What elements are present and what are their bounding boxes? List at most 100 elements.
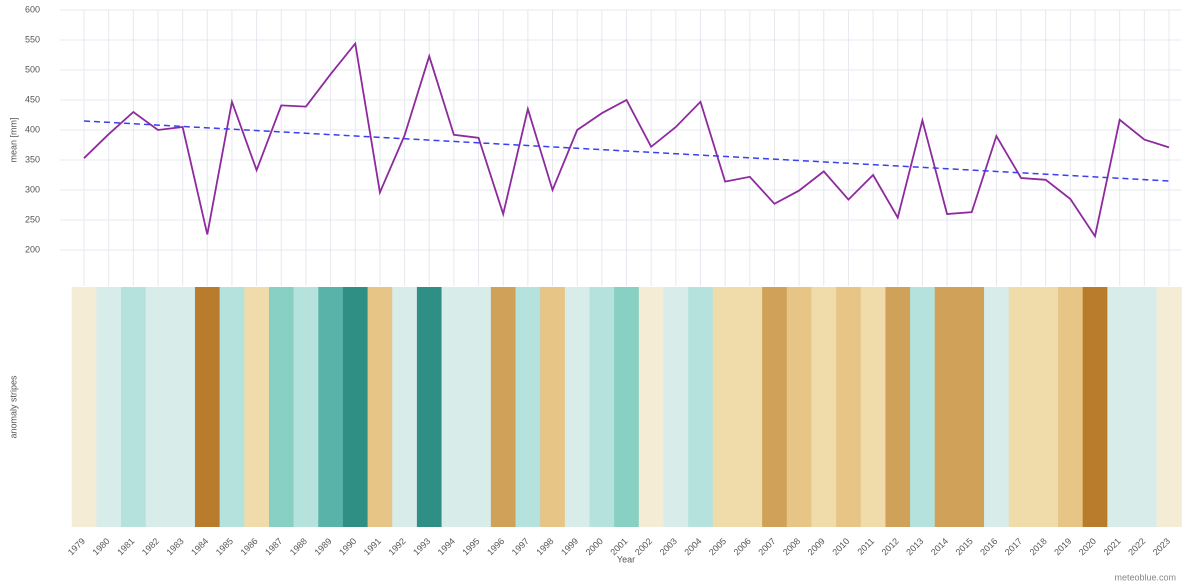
x-tick-label: 2017: [1003, 536, 1024, 557]
anomaly-stripe: [688, 287, 714, 527]
anomaly-stripe: [1132, 287, 1158, 527]
x-tick-label: 2022: [1126, 536, 1147, 557]
anomaly-stripe: [589, 287, 615, 527]
data-line: [83, 41, 1170, 239]
x-tick-label: 2018: [1028, 536, 1049, 557]
anomaly-stripe: [441, 287, 467, 527]
x-axis-label: Year: [617, 554, 635, 564]
x-tick-label: 1989: [312, 536, 333, 557]
x-tick-label: 1997: [510, 536, 531, 557]
x-tick-label: 2007: [756, 536, 777, 557]
x-tick-label: 2004: [682, 536, 703, 557]
anomaly-stripe: [811, 287, 837, 527]
x-tick-label: 2020: [1077, 536, 1098, 557]
anomaly-stripe: [293, 287, 319, 527]
stripes-label: anomaly stripes: [8, 375, 18, 439]
anomaly-stripe: [170, 287, 196, 527]
y-tick-label: 250: [25, 214, 40, 224]
anomaly-stripe: [762, 287, 788, 527]
y-tick-label: 500: [25, 64, 40, 74]
anomaly-stripe: [392, 287, 418, 527]
anomaly-stripe: [638, 287, 664, 527]
x-tick-label: 2012: [880, 536, 901, 557]
anomaly-stripe: [786, 287, 812, 527]
anomaly-stripe: [614, 287, 640, 527]
anomaly-stripe: [1082, 287, 1108, 527]
anomaly-stripe: [515, 287, 541, 527]
anomaly-stripe: [1107, 287, 1133, 527]
trend-line: [83, 120, 1170, 182]
x-tick-label: 2014: [929, 536, 950, 557]
anomaly-stripe: [934, 287, 960, 527]
x-tick-label: 2015: [954, 536, 975, 557]
anomaly-stripe: [959, 287, 985, 527]
x-tick-label: 1986: [238, 536, 259, 557]
x-tick-label: 2023: [1151, 536, 1172, 557]
anomaly-stripe: [910, 287, 936, 527]
anomaly-stripe: [1033, 287, 1059, 527]
x-tick-label: 1993: [411, 536, 432, 557]
x-tick-label: 1984: [189, 536, 210, 557]
anomaly-stripe: [860, 287, 886, 527]
x-tick-label: 2003: [658, 536, 679, 557]
x-tick-label: 1996: [485, 536, 506, 557]
anomaly-stripe: [540, 287, 566, 527]
anomaly-stripe: [663, 287, 689, 527]
x-tick-label: 1980: [91, 536, 112, 557]
x-tick-label: 2016: [978, 536, 999, 557]
anomaly-stripe: [836, 287, 862, 527]
x-tick-label: 2009: [806, 536, 827, 557]
x-tick-label: 2013: [904, 536, 925, 557]
y-axis-label: mean [mm]: [8, 117, 18, 162]
anomaly-stripe: [120, 287, 147, 527]
anomaly-stripe: [885, 287, 911, 527]
y-tick-label: 200: [25, 244, 40, 254]
credit: meteoblue.com: [1114, 572, 1176, 582]
anomaly-stripe: [490, 287, 517, 527]
x-tick-label: 2019: [1052, 536, 1073, 557]
x-tick-label: 1981: [115, 536, 136, 557]
anomaly-stripe: [712, 287, 738, 527]
anomaly-stripe: [466, 287, 492, 527]
anomaly-stripe: [1058, 287, 1084, 527]
anomaly-stripe: [219, 287, 245, 527]
anomaly-stripe: [416, 287, 443, 527]
anomaly-stripe: [1156, 287, 1182, 527]
anomaly-stripe: [367, 287, 393, 527]
anomaly-stripe: [318, 287, 344, 527]
x-tick-label: 2011: [855, 536, 876, 557]
x-tick-label: 1994: [436, 536, 457, 557]
anomaly-stripe: [244, 287, 270, 527]
y-tick-label: 450: [25, 94, 40, 104]
y-tick-label: 300: [25, 184, 40, 194]
x-tick-label: 2021: [1102, 536, 1123, 557]
anomaly-stripe: [564, 287, 591, 527]
x-tick-label: 1987: [263, 536, 284, 557]
x-tick-label: 1985: [214, 536, 235, 557]
x-tick-label: 1999: [559, 536, 580, 557]
x-tick-label: 2006: [732, 536, 753, 557]
y-tick-label: 350: [25, 154, 40, 164]
x-tick-label: 2008: [781, 536, 802, 557]
anomaly-stripe: [145, 287, 171, 527]
x-tick-label: 2010: [830, 536, 851, 557]
y-tick-label: 550: [25, 34, 40, 44]
x-tick-label: 2005: [707, 536, 728, 557]
x-tick-label: 1991: [362, 536, 383, 557]
anomaly-stripe: [737, 287, 763, 527]
x-tick-label: 1990: [337, 536, 358, 557]
anomaly-stripe: [984, 287, 1010, 527]
x-tick-label: 2000: [584, 536, 605, 557]
x-tick-label: 1988: [288, 536, 309, 557]
anomaly-stripe: [342, 287, 369, 527]
x-tick-label: 1979: [66, 536, 87, 557]
anomaly-stripe: [268, 287, 295, 527]
x-tick-label: 1982: [140, 536, 161, 557]
anomaly-stripe: [1008, 287, 1034, 527]
y-tick-label: 600: [25, 4, 40, 14]
anomaly-stripe: [194, 287, 221, 527]
anomaly-stripe: [71, 287, 97, 527]
x-tick-label: 1983: [164, 536, 185, 557]
x-tick-label: 1995: [460, 536, 481, 557]
